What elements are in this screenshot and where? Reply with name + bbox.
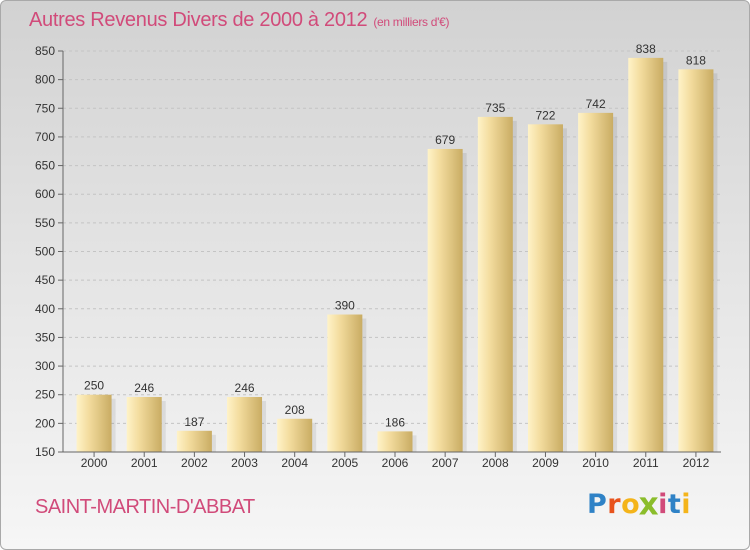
bar[interactable] (477, 116, 513, 452)
bar[interactable] (377, 431, 413, 452)
bar-value-label: 250 (84, 379, 104, 393)
x-tick-label: 2007 (432, 456, 459, 470)
logo-letter: r (607, 489, 622, 520)
x-tick-label: 2000 (81, 456, 108, 470)
y-tick-label: 300 (35, 359, 55, 373)
y-tick-label: 550 (35, 216, 55, 230)
x-tick-label: 2001 (131, 456, 158, 470)
bar-value-label: 735 (485, 101, 505, 115)
bar[interactable] (578, 112, 614, 453)
y-tick-label: 600 (35, 187, 55, 201)
x-tick-label: 2012 (683, 456, 710, 470)
bar-value-label: 246 (235, 381, 255, 395)
bar-value-label: 742 (586, 97, 606, 111)
logo-letter: x (638, 486, 660, 523)
bar[interactable] (277, 418, 313, 452)
y-tick-label: 500 (35, 245, 55, 259)
y-tick-label: 450 (35, 273, 55, 287)
bar-value-label: 208 (285, 403, 305, 417)
y-tick-label: 750 (35, 101, 55, 115)
bar[interactable] (527, 124, 563, 452)
chart-title: Autres Revenus Divers de 2000 à 2012 (en … (29, 9, 450, 32)
logo-letter: P (587, 489, 608, 520)
x-tick-label: 2008 (482, 456, 509, 470)
chart-title-text: Autres Revenus Divers de 2000 à 2012 (29, 9, 368, 31)
proxiti-logo[interactable]: Proxiti (587, 486, 692, 523)
bar-value-label: 722 (535, 108, 555, 122)
x-tick-label: 2006 (382, 456, 409, 470)
bar[interactable] (678, 69, 714, 453)
logo-letter: i (681, 489, 692, 520)
x-tick-label: 2011 (633, 456, 659, 470)
logo-letter: o (621, 489, 641, 520)
x-tick-label: 2002 (181, 456, 208, 470)
bar[interactable] (427, 148, 463, 453)
y-tick-label: 800 (35, 73, 55, 87)
bar[interactable] (126, 397, 162, 452)
y-tick-label: 250 (35, 388, 55, 402)
bar-value-label: 187 (184, 415, 204, 429)
bar[interactable] (176, 430, 212, 452)
bar-value-label: 246 (134, 381, 154, 395)
y-tick-label: 200 (35, 416, 55, 430)
bar-value-label: 186 (385, 415, 405, 429)
x-tick-label: 2003 (231, 456, 258, 470)
y-tick-label: 700 (35, 130, 55, 144)
bar-value-label: 390 (335, 299, 355, 313)
bar-value-label: 679 (435, 133, 455, 147)
x-tick-label: 2004 (281, 456, 308, 470)
x-tick-label: 2010 (582, 456, 609, 470)
y-tick-label: 400 (35, 302, 55, 316)
chart-subtitle: (en milliers d'€) (373, 15, 450, 29)
y-tick-label: 150 (35, 445, 55, 459)
y-tick-label: 350 (35, 330, 55, 344)
bar[interactable] (227, 397, 263, 452)
bar-value-label: 818 (686, 53, 706, 67)
y-tick-label: 650 (35, 159, 55, 173)
bar[interactable] (327, 314, 363, 452)
bar-value-label: 838 (636, 42, 656, 56)
x-tick-label: 2005 (331, 456, 358, 470)
bar[interactable] (628, 57, 664, 452)
bar[interactable] (76, 394, 112, 452)
logo-letter: i (658, 489, 668, 520)
commune-name: SAINT-MARTIN-D'ABBAT (35, 496, 255, 518)
x-tick-label: 2009 (532, 456, 559, 470)
y-tick-label: 850 (35, 44, 55, 58)
logo-letter: t (667, 489, 682, 520)
